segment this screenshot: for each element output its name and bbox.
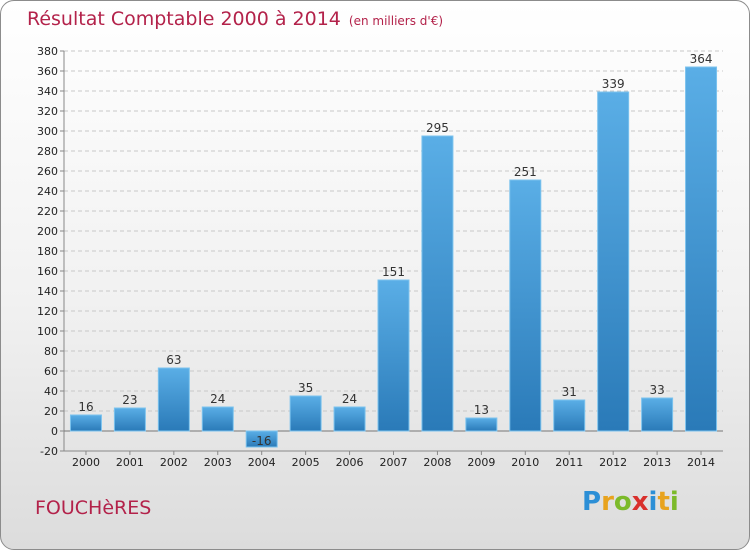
logo-letter: x (631, 487, 649, 517)
logo-letter: r (601, 487, 614, 517)
value-label: 13 (474, 403, 489, 417)
y-tick-label: 60 (44, 365, 58, 378)
bar (333, 406, 366, 432)
value-labels: 16 23 63 24 -16 35 24 151 295 13 251 31 339 33 364 (78, 52, 712, 448)
y-tick-label: 40 (44, 385, 58, 398)
town-name: FOUCHèRES (35, 497, 152, 519)
y-tick-label: 240 (37, 185, 58, 198)
y-tick-label: 180 (37, 245, 58, 258)
x-tick-label: 2003 (204, 456, 232, 469)
x-tick-label: 2002 (160, 456, 188, 469)
bar (69, 414, 102, 432)
value-label: 33 (649, 383, 664, 397)
x-tick-label: 2007 (380, 456, 408, 469)
value-label: 24 (342, 392, 357, 406)
y-tick-label: 100 (37, 325, 58, 338)
logo-letter: o (613, 487, 632, 517)
y-tick-label: 320 (37, 105, 58, 118)
y-tick-label: 200 (37, 225, 58, 238)
value-label: 23 (122, 393, 137, 407)
value-label: 151 (382, 265, 405, 279)
logo-letter: i (669, 487, 679, 517)
value-label: -16 (252, 434, 272, 448)
y-tick-label: 260 (37, 165, 58, 178)
value-label: 35 (298, 381, 313, 395)
bar (465, 417, 498, 432)
logo-letter: t (657, 487, 670, 517)
bars (69, 66, 718, 448)
y-tick-label: 140 (37, 285, 58, 298)
value-label: 295 (426, 121, 449, 135)
y-tick-label: 280 (37, 145, 58, 158)
y-tick-label: 160 (37, 265, 58, 278)
logo-letter: i (648, 487, 658, 517)
x-tick-label: 2005 (292, 456, 320, 469)
bar (245, 430, 278, 448)
y-tick-label: 340 (37, 85, 58, 98)
y-tick-label: 380 (37, 45, 58, 58)
proxiti-logo: Proxiti (582, 487, 679, 517)
bar (509, 179, 542, 432)
x-tick-label: 2010 (511, 456, 539, 469)
chart-title: Résultat Comptable 2000 à 2014 (en millie… (27, 8, 443, 30)
y-tick-label: 0 (51, 425, 58, 438)
value-label: 24 (210, 392, 225, 406)
y-tick-label: 80 (44, 345, 58, 358)
chart-title-unit: (en milliers d'€) (348, 14, 444, 28)
bar (157, 367, 190, 432)
value-label: 339 (602, 77, 625, 91)
y-tick-label: 300 (37, 125, 58, 138)
bar (421, 135, 454, 432)
value-label: 31 (562, 385, 577, 399)
bar (113, 407, 146, 432)
y-tick-label: 20 (44, 405, 58, 418)
y-tick-label: -20 (40, 445, 58, 458)
bar (377, 279, 410, 432)
logo-letter: P (582, 487, 602, 517)
x-tick-label: 2014 (687, 456, 715, 469)
chart-title-main: Résultat Comptable 2000 à 2014 (27, 8, 341, 30)
y-tick-label: 120 (37, 305, 58, 318)
bar (641, 397, 674, 432)
value-label: 364 (690, 52, 713, 66)
x-tick-label: 2000 (72, 456, 100, 469)
x-tick-label: 2012 (599, 456, 627, 469)
x-tick-label: 2011 (555, 456, 583, 469)
x-tick-label: 2008 (423, 456, 451, 469)
y-tick-label: 360 (37, 65, 58, 78)
bar (685, 66, 718, 432)
x-tick-label: 2004 (248, 456, 276, 469)
x-tick-label: 2006 (336, 456, 364, 469)
value-label: 251 (514, 165, 537, 179)
x-tick-label: 2001 (116, 456, 144, 469)
bar (597, 91, 630, 432)
x-tick-label: 2009 (467, 456, 495, 469)
bar (289, 395, 322, 432)
bar (553, 399, 586, 432)
y-tick-label: 220 (37, 205, 58, 218)
x-tick-label: 2013 (643, 456, 671, 469)
bar (201, 406, 234, 432)
value-label: 63 (166, 353, 181, 367)
value-label: 16 (78, 400, 93, 414)
